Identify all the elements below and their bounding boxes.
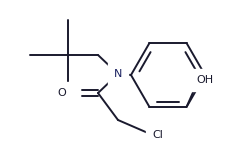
Text: O: O — [58, 88, 66, 98]
Text: Cl: Cl — [152, 130, 163, 140]
Text: N: N — [114, 69, 122, 79]
Text: OH: OH — [197, 75, 214, 85]
